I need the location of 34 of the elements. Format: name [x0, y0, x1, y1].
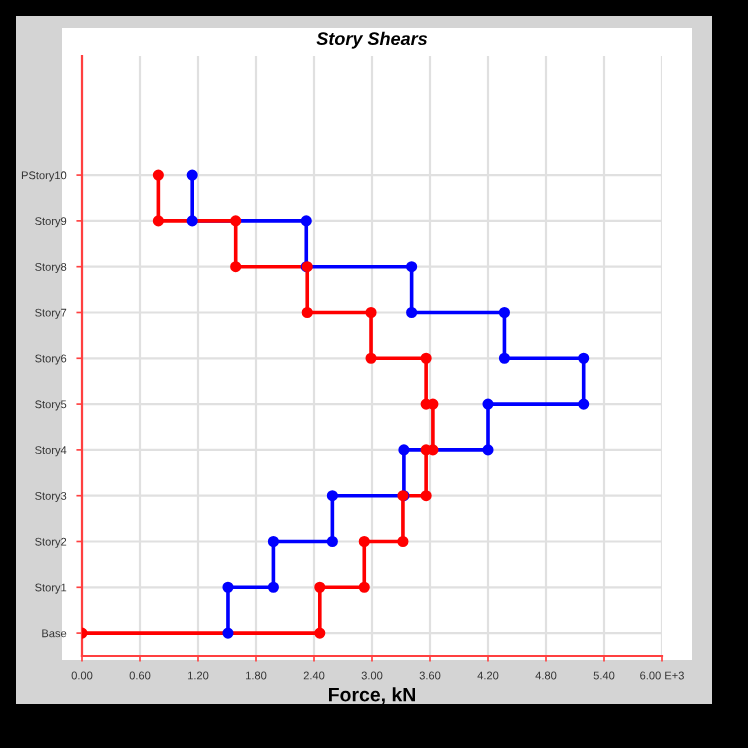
point: [578, 398, 590, 410]
point: [300, 215, 312, 227]
point: [222, 581, 234, 593]
point: [482, 444, 494, 456]
point: [152, 215, 164, 227]
point: [222, 627, 234, 639]
point: [358, 535, 370, 548]
point: [498, 306, 510, 319]
point: [482, 398, 494, 410]
point: [326, 490, 338, 502]
x-axis-title: Force, kN: [329, 687, 415, 705]
point: [152, 169, 164, 181]
point: [398, 444, 410, 456]
point: [314, 581, 326, 593]
point: [230, 215, 242, 227]
point: [267, 535, 279, 548]
point: [578, 352, 590, 364]
point: [267, 581, 279, 593]
point: [498, 352, 510, 364]
point: [186, 215, 198, 227]
point: [358, 581, 370, 593]
point: [406, 261, 418, 273]
point: [397, 535, 409, 548]
point: [365, 306, 377, 319]
chart-title: Story Shears: [316, 31, 428, 49]
point: [230, 261, 242, 273]
point: [420, 352, 432, 364]
point: [186, 169, 198, 181]
point: [420, 490, 432, 502]
point: [365, 352, 377, 364]
point: [301, 306, 313, 319]
point: [314, 627, 326, 639]
point: [406, 306, 418, 319]
point: [326, 535, 338, 548]
